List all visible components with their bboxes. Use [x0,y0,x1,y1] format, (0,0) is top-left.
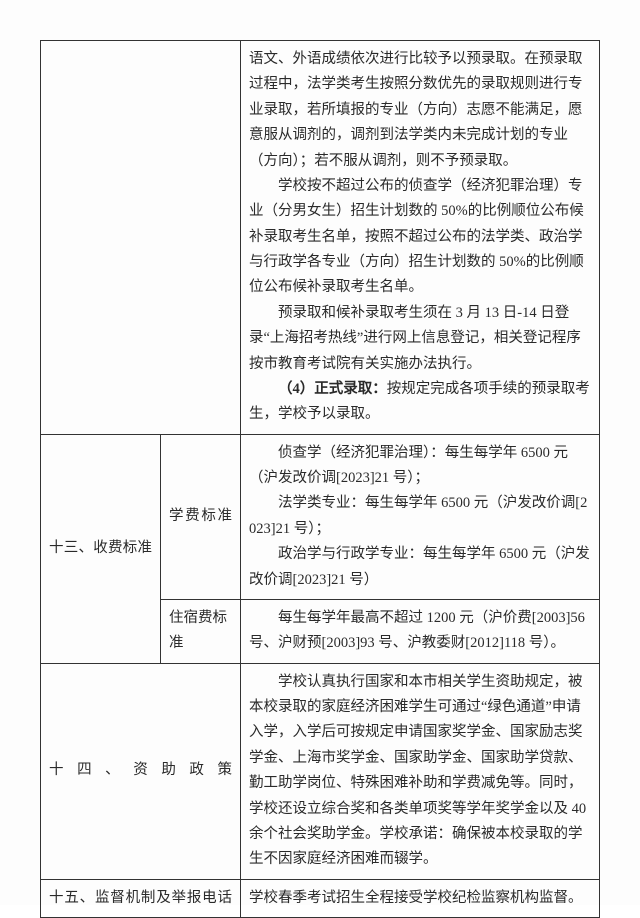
procedure-p4: （4）正式录取：按规定完成各项手续的预录取考生，学校予以录取。 [249,377,591,428]
aid-section-label: 十四、资助政策 [41,663,241,879]
fees-section-label: 十三、收费标准 [41,434,161,663]
procedure-cell: 语文、外语成绩依次进行比较予以预录取。在预录取过程中，法学类考生按照分数优先的录… [241,41,600,435]
dorm-label: 住宿费标准 [161,599,241,663]
procedure-p2: 学校按不超过公布的侦查学（经济犯罪治理）专业（分男女生）招生计划数的 50%的比… [249,174,591,301]
procedure-p1: 语文、外语成绩依次进行比较予以预录取。在预录取过程中，法学类考生按照分数优先的录… [249,47,591,174]
procedure-p3: 预录取和候补录取考生须在 3 月 13 日-14 日登录“上海招考热线”进行网上… [249,301,591,377]
table-row: 十三、收费标准 学费标准 侦查学（经济犯罪治理）：每生每学年 6500 元（沪发… [41,434,600,599]
table-row: 十四、资助政策 学校认真执行国家和本市相关学生资助规定，被本校录取的家庭经济困难… [41,663,600,879]
supervise-text: 学校春季考试招生全程接受学校纪检监察机构监督。 [249,886,591,911]
tuition-p1: 侦查学（经济犯罪治理）：每生每学年 6500 元（沪发改价调[2023]21 号… [249,441,591,492]
tuition-label: 学费标准 [161,434,241,599]
supervise-cell: 学校春季考试招生全程接受学校纪检监察机构监督。 [241,879,600,917]
supervise-section-label: 十五、监督机制及举报电话 [41,879,241,917]
procedure-p4-label: （4）正式录取： [278,381,387,397]
page: 语文、外语成绩依次进行比较予以预录取。在预录取过程中，法学类考生按照分数优先的录… [0,0,640,905]
table-row: 十五、监督机制及举报电话 学校春季考试招生全程接受学校纪检监察机构监督。 [41,879,600,917]
tuition-p3: 政治学与行政学专业：每生每学年 6500 元（沪发改价调[2023]21 号） [249,542,591,593]
dorm-text: 每生每学年最高不超过 1200 元（沪价费[2003]56号、沪财预[2003]… [249,606,591,657]
tuition-cell: 侦查学（经济犯罪治理）：每生每学年 6500 元（沪发改价调[2023]21 号… [241,434,600,599]
empty-label-cell [41,41,241,435]
regulation-table: 语文、外语成绩依次进行比较予以预录取。在预录取过程中，法学类考生按照分数优先的录… [40,40,600,918]
table-row: 语文、外语成绩依次进行比较予以预录取。在预录取过程中，法学类考生按照分数优先的录… [41,41,600,435]
dorm-cell: 每生每学年最高不超过 1200 元（沪价费[2003]56号、沪财预[2003]… [241,599,600,663]
aid-p1: 学校认真执行国家和本市相关学生资助规定，被本校录取的家庭经济困难学生可通过“绿色… [249,670,591,873]
aid-cell: 学校认真执行国家和本市相关学生资助规定，被本校录取的家庭经济困难学生可通过“绿色… [241,663,600,879]
tuition-p2: 法学类专业：每生每学年 6500 元（沪发改价调[2023]21 号）； [249,491,591,542]
